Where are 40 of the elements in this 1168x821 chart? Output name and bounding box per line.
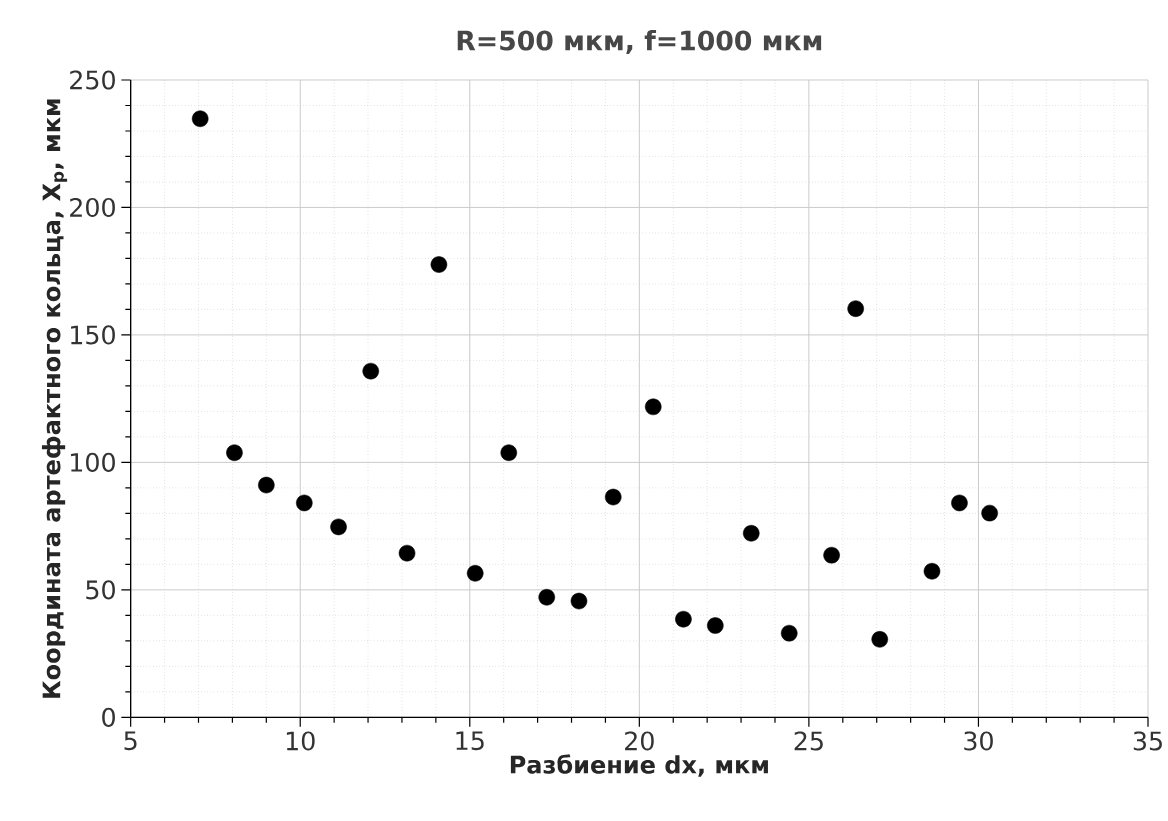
y-tick-label: 0 — [102, 707, 115, 727]
point — [871, 630, 889, 648]
point — [780, 624, 798, 642]
point — [538, 588, 556, 606]
point — [675, 610, 692, 628]
point — [258, 476, 275, 494]
point — [362, 362, 380, 380]
x-axis-title: Разбиение dx, мкм — [510, 754, 768, 777]
point — [430, 256, 448, 273]
point — [847, 300, 864, 317]
y-tick-label: 200 — [70, 197, 115, 217]
point — [951, 494, 968, 512]
x-tick-label: 20 — [625, 731, 654, 751]
point — [296, 494, 313, 512]
point — [823, 546, 840, 564]
point — [226, 444, 243, 461]
point — [570, 592, 588, 610]
point — [707, 617, 724, 634]
point — [644, 398, 662, 415]
y-tick-label: 50 — [86, 580, 115, 600]
point — [466, 564, 484, 582]
point — [398, 544, 416, 562]
point — [500, 444, 518, 461]
y-tick-label: 250 — [70, 70, 115, 90]
point — [923, 562, 941, 580]
y-tick-label: 150 — [71, 325, 115, 345]
point — [604, 488, 622, 506]
point — [191, 110, 209, 127]
x-tick-label: 15 — [456, 731, 484, 751]
chart-title: R=500 мкм, f=1000 мкм — [457, 29, 822, 54]
y-tick-label: 100 — [71, 452, 115, 472]
point — [330, 518, 347, 536]
x-tick-label: 30 — [964, 731, 993, 751]
x-tick-label: 35 — [1133, 731, 1162, 751]
y-axis-title: Координата артефактного кольца, X$_{p}$, мкм — [41, 99, 68, 698]
point — [981, 504, 998, 522]
x-tick-label: 5 — [124, 731, 137, 751]
x-tick-label: 25 — [794, 731, 823, 751]
point — [742, 524, 760, 542]
x-tick-label: 10 — [286, 731, 315, 751]
